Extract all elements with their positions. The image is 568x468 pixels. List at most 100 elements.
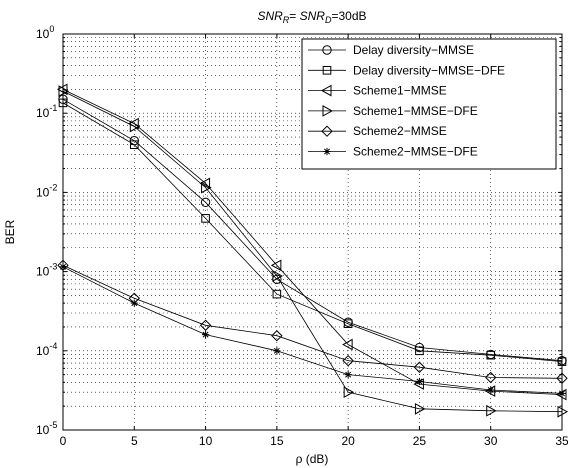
legend-label: Scheme2−MMSE — [353, 124, 447, 138]
series-line — [62, 90, 563, 413]
series-line — [62, 102, 563, 362]
y-tick-exponent: 0 — [49, 24, 54, 34]
y-tick-base: 10 — [36, 106, 50, 120]
data-point-diamond — [485, 371, 497, 384]
legend-label: Delay diversity−MMSE — [353, 43, 474, 57]
x-tick-label: 35 — [555, 434, 568, 448]
data-point-circle — [200, 197, 211, 207]
y-tick-exponent: -3 — [49, 262, 57, 272]
y-axis-label: BER — [3, 219, 17, 244]
data-point-triangle-right — [272, 270, 283, 282]
x-tick-labels: 0 5 10 15 20 25 30 35 — [60, 434, 568, 448]
y-tick-exponent: -4 — [49, 341, 57, 351]
series-line — [62, 89, 563, 395]
data-point-diamond — [321, 125, 333, 137]
data-point-star — [59, 263, 67, 271]
legend-item: Scheme2−MMSE — [308, 124, 447, 138]
title-snr-r-sub: R — [283, 15, 290, 25]
x-tick-label: 15 — [270, 434, 284, 448]
data-point-square — [272, 289, 282, 299]
star-stroke — [273, 347, 280, 354]
y-tick-label: 10-4 — [36, 341, 57, 358]
y-tick-exponent: -1 — [49, 103, 57, 113]
y-tick-label: 100 — [36, 24, 54, 41]
star-stroke — [131, 300, 138, 307]
data-point-triangle-right — [58, 85, 70, 97]
y-tick-label: 10-2 — [36, 182, 57, 199]
data-point-square — [322, 66, 332, 75]
legend-item: Delay diversity−MMSE — [308, 43, 474, 57]
legend-box — [301, 38, 557, 170]
data-point-star — [558, 389, 566, 397]
title-snr-r: SNR — [257, 9, 283, 23]
series-line — [62, 264, 563, 379]
y-tick-base: 10 — [36, 185, 50, 199]
data-point-diamond — [556, 372, 568, 384]
data-point-square — [129, 140, 139, 150]
star-stroke — [60, 263, 66, 270]
x-tick-label: 0 — [60, 434, 67, 448]
data-point-triangle-right — [129, 120, 141, 133]
legend-label: Scheme2−MMSE−DFE — [353, 145, 478, 159]
star-stroke — [345, 371, 352, 378]
title-snr-d-sub: D — [325, 15, 332, 25]
title-snr-d: SNR — [300, 9, 326, 23]
data-point-triangle-left — [56, 83, 68, 96]
data-point-triangle-right — [322, 105, 334, 117]
legend-label: Scheme1−MMSE−DFE — [353, 104, 478, 118]
data-point-square — [343, 319, 353, 328]
x-tick-label: 5 — [131, 434, 138, 448]
data-point-triangle-left — [342, 338, 353, 351]
star-stroke — [416, 378, 423, 385]
data-point-diamond — [342, 354, 354, 367]
title-eq2: =30dB — [331, 9, 366, 23]
data-point-star — [415, 377, 424, 386]
data-point-diamond — [271, 330, 283, 342]
series-5 — [57, 259, 568, 384]
plot-area — [62, 33, 563, 431]
data-point-diamond — [199, 319, 212, 331]
legend-label: Scheme1−MMSE — [353, 84, 447, 98]
series-line — [62, 266, 563, 394]
data-point-triangle-right — [201, 181, 212, 194]
y-tick-base: 10 — [36, 344, 50, 358]
legend-item: Scheme2−MMSE−DFE — [308, 145, 478, 159]
x-tick-label: 20 — [341, 434, 355, 448]
y-tick-label: 10-3 — [36, 262, 57, 279]
data-point-star — [323, 147, 331, 156]
data-point-triangle-left — [320, 84, 332, 97]
data-point-circle — [322, 45, 332, 55]
legend: Delay diversity−MMSE Delay diversity−MMSE… — [301, 38, 557, 170]
series-4 — [58, 85, 568, 418]
data-point-square — [486, 350, 496, 360]
series-2 — [58, 98, 567, 366]
title-eq1: = — [289, 9, 299, 23]
data-point-triangle-right — [414, 402, 426, 415]
data-point-square — [415, 346, 424, 356]
series-6 — [59, 263, 566, 397]
axis-ticks — [62, 34, 563, 431]
data-point-star — [487, 386, 495, 394]
data-point-star — [201, 331, 210, 339]
data-point-square — [58, 98, 68, 108]
series-line — [62, 98, 563, 362]
star-stroke — [559, 390, 565, 397]
data-point-triangle-left — [270, 259, 282, 272]
star-stroke — [202, 331, 209, 338]
y-tick-base: 10 — [36, 27, 50, 41]
x-tick-label: 25 — [413, 434, 427, 448]
star-stroke — [324, 148, 330, 155]
x-tick-label: 30 — [484, 434, 498, 448]
data-point-star — [273, 347, 281, 355]
star-stroke — [487, 387, 494, 393]
y-tick-base: 10 — [36, 265, 50, 279]
chart-title: SNRR= SNRD=30dB — [257, 9, 366, 25]
data-point-square — [557, 357, 567, 366]
y-tick-exponent: -2 — [49, 182, 57, 192]
y-tick-base: 10 — [36, 423, 50, 437]
x-tick-label: 10 — [199, 434, 213, 448]
data-point-triangle-right — [486, 404, 497, 417]
y-tick-label: 10-5 — [36, 420, 57, 437]
legend-label: Delay diversity−MMSE−DFE — [353, 63, 505, 77]
